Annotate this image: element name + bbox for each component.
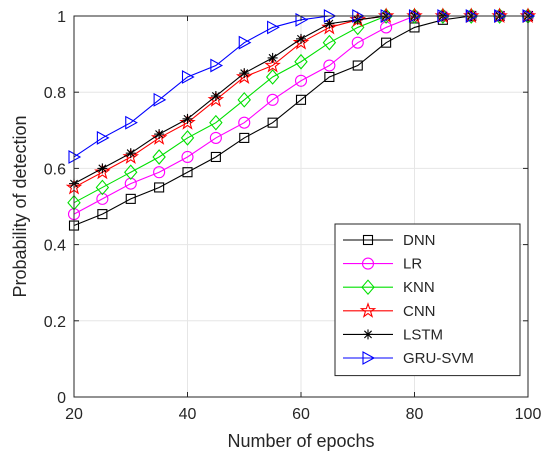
data-point-lstm <box>296 33 306 44</box>
data-point-dnn <box>381 37 392 48</box>
data-point-dnn <box>125 193 136 204</box>
data-point-cnn <box>292 34 310 50</box>
data-point-gru-svm <box>267 20 280 35</box>
x-tick-label: 80 <box>406 406 424 423</box>
data-point-dnn <box>97 209 108 220</box>
y-tick-label: 0.8 <box>44 85 66 102</box>
data-point-dnn <box>352 60 363 71</box>
data-point-lr <box>351 36 364 49</box>
data-point-knn <box>322 34 337 51</box>
legend-label: KNN <box>403 279 435 296</box>
data-point-dnn <box>324 71 335 83</box>
data-point-gru-svm <box>96 130 110 145</box>
y-axis-label: Probability of detection <box>10 115 30 297</box>
data-point-gru-svm <box>210 58 224 73</box>
data-point-dnn <box>267 117 278 128</box>
legend-marker <box>362 234 374 246</box>
data-point-knn <box>209 114 223 131</box>
y-tick-label: 1 <box>57 9 66 26</box>
legend-item-lr: LR <box>343 256 422 273</box>
data-point-cnn <box>122 148 140 164</box>
legend-marker <box>362 351 376 365</box>
data-point-knn <box>180 130 195 146</box>
data-point-lr <box>323 59 336 72</box>
data-point-lr <box>238 116 251 129</box>
data-point-lr <box>181 150 194 164</box>
legend-marker <box>361 279 375 296</box>
data-point-dnn <box>295 94 307 105</box>
data-point-lstm <box>239 68 250 79</box>
data-point-gru-svm <box>125 115 138 130</box>
data-point-knn <box>152 149 166 165</box>
y-tick-label: 0.2 <box>44 314 66 331</box>
data-point-lstm <box>267 52 278 63</box>
data-point-gru-svm <box>238 35 252 50</box>
data-point-gru-svm <box>153 92 167 107</box>
legend-label: DNN <box>403 232 436 249</box>
y-tick-label: 0 <box>57 390 66 407</box>
legend-item-lstm: LSTM <box>343 326 443 343</box>
data-point-lstm <box>324 18 335 29</box>
legend-item-dnn: DNN <box>343 232 436 249</box>
data-point-dnn <box>239 132 250 143</box>
legend-box <box>334 223 521 377</box>
legend-marker <box>363 329 373 340</box>
data-point-cnn <box>321 18 338 35</box>
data-point-knn <box>95 179 110 196</box>
series-line-dnn <box>73 15 528 227</box>
legend-item-knn: KNN <box>343 279 435 296</box>
data-point-lstm <box>125 148 136 159</box>
x-tick-label: 20 <box>65 406 83 423</box>
data-point-cnn <box>94 163 111 180</box>
x-tick-label: 40 <box>179 406 197 423</box>
x-tick-label: 60 <box>292 406 310 423</box>
legend-item-gru-svm: GRU-SVM <box>343 350 474 367</box>
legend-item-cnn: CNN <box>343 302 436 320</box>
y-tick-label: 0.4 <box>44 238 66 255</box>
data-point-knn <box>237 91 251 108</box>
legend-marker <box>361 257 375 270</box>
data-point-gru-svm <box>181 70 195 84</box>
x-axis-label: Number of epochs <box>227 431 374 451</box>
series-dnn <box>68 10 534 231</box>
tick-marks <box>73 15 529 398</box>
data-point-cnn <box>150 129 168 145</box>
data-point-lr <box>209 131 222 144</box>
data-point-lr <box>380 21 393 34</box>
data-point-lstm <box>154 129 165 140</box>
legend-label: CNN <box>403 303 436 320</box>
legend-label: GRU-SVM <box>403 350 474 367</box>
tick-labels: 20 40 60 80 100 0 0.2 0.4 0.6 0.8 1 <box>44 9 542 423</box>
x-tick-label: 100 <box>515 406 542 423</box>
legend: DNN LR KNN CNN LSTM GRU-SVM <box>334 223 521 377</box>
data-point-lstm <box>210 91 221 102</box>
legend-marker <box>359 302 377 318</box>
data-point-cnn <box>179 114 196 130</box>
legend-label: LR <box>403 256 422 273</box>
data-point-lr <box>266 93 279 106</box>
data-point-cnn <box>264 56 281 73</box>
legend-label: LSTM <box>403 326 443 343</box>
data-point-cnn <box>235 68 253 84</box>
data-point-cnn <box>207 91 225 107</box>
data-point-lstm <box>97 163 108 174</box>
data-point-knn <box>124 164 138 181</box>
data-point-lstm <box>182 113 193 124</box>
data-point-dnn <box>154 182 165 193</box>
data-point-dnn <box>210 151 221 163</box>
data-point-lr <box>294 74 308 87</box>
data-point-lr <box>96 192 109 205</box>
data-point-knn <box>294 53 308 70</box>
data-point-lr <box>153 166 166 179</box>
data-point-dnn <box>182 167 193 178</box>
y-tick-label: 0.6 <box>44 161 66 178</box>
data-point-lr <box>124 177 137 190</box>
data-point-knn <box>265 69 280 85</box>
